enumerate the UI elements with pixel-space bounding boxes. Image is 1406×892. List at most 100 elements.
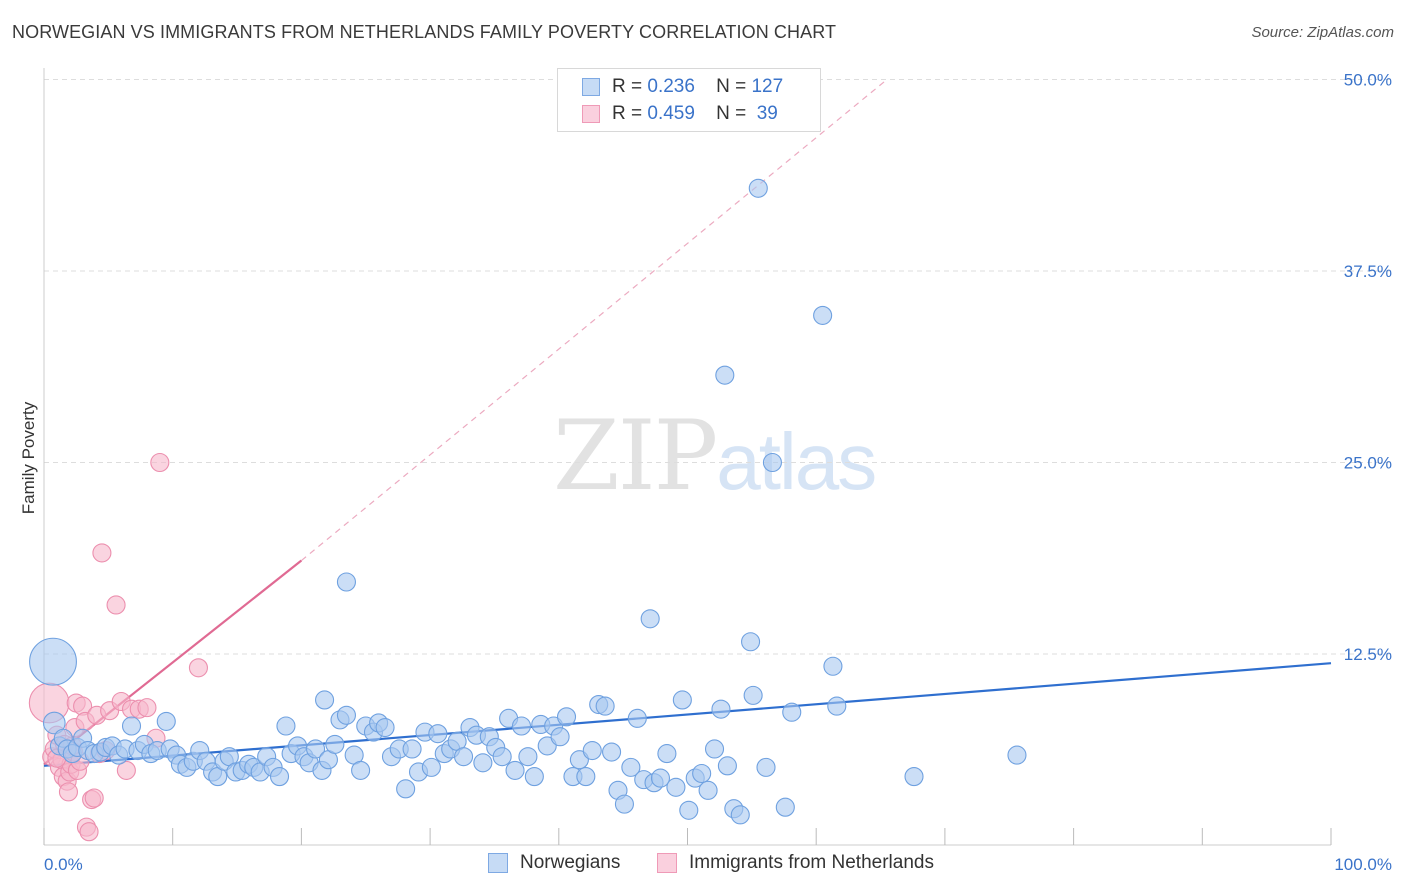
data-point-norwegians xyxy=(351,760,371,780)
data-point-norwegians xyxy=(627,708,647,728)
x-tick-label: 0.0% xyxy=(44,855,83,874)
data-point-norwegians xyxy=(741,632,761,652)
data-point-norwegians xyxy=(692,763,712,784)
data-point-norwegians xyxy=(666,777,686,797)
data-point-norwegians xyxy=(537,736,557,756)
y-tick-label: 50.0% xyxy=(1344,71,1392,90)
data-point-norwegians xyxy=(1007,745,1027,765)
data-point-norwegians xyxy=(306,739,326,759)
data-point-norwegians xyxy=(743,685,763,705)
data-point-norwegians xyxy=(325,734,345,754)
data-point-norwegians xyxy=(550,727,570,747)
data-point-norwegians xyxy=(556,707,577,727)
data-point-norwegians xyxy=(698,780,718,800)
data-point-norwegians xyxy=(650,768,671,788)
legend-label-immigrants: Immigrants from Netherlands xyxy=(689,852,934,873)
legend-item-immigrants[interactable]: Immigrants from Netherlands xyxy=(657,852,934,874)
data-point-norwegians xyxy=(421,757,441,777)
chart-title: NORWEGIAN VS IMMIGRANTS FROM NETHERLANDS… xyxy=(12,22,837,42)
data-point-norwegians xyxy=(269,767,290,787)
y-tick-label: 12.5% xyxy=(1344,645,1392,664)
data-point-immigrants xyxy=(150,452,170,473)
data-point-norwegians xyxy=(569,750,589,770)
tick-labels: 12.5% 25.0% 37.5% 50.0% 0.0% 100.0% xyxy=(44,71,1392,875)
data-point-norwegians xyxy=(679,800,699,820)
data-point-norwegians xyxy=(823,656,843,676)
data-point-norwegians xyxy=(748,178,768,198)
data-point-norwegians xyxy=(904,767,924,787)
legend-n-label: N = xyxy=(716,103,747,124)
data-point-immigrants xyxy=(116,760,136,780)
data-point-norwegians xyxy=(782,702,802,722)
data-point-norwegians xyxy=(730,805,750,825)
legend-swatch-immigrants xyxy=(657,853,677,873)
data-point-norwegians xyxy=(276,716,296,736)
data-point-norwegians xyxy=(657,744,677,764)
source-credit: Source: ZipAtlas.com xyxy=(1251,24,1394,41)
y-tick-label: 25.0% xyxy=(1344,454,1392,473)
data-point-norwegians xyxy=(711,699,731,719)
data-point-immigrants xyxy=(188,658,208,678)
data-point-immigrants xyxy=(106,595,126,615)
data-point-norwegians xyxy=(672,690,692,710)
y-tick-label: 37.5% xyxy=(1344,262,1392,281)
trend-line-norwegians xyxy=(43,662,1332,767)
legend-r-label: R = xyxy=(612,103,643,124)
watermark-zip: ZIP xyxy=(553,400,718,512)
data-point-norwegians xyxy=(595,696,615,716)
data-point-norwegians xyxy=(396,779,416,799)
legend-n-value: 39 xyxy=(751,103,778,124)
trend-extension-immigrants xyxy=(301,79,888,562)
data-point-norwegians xyxy=(614,794,634,814)
legend-n-value: 127 xyxy=(751,76,784,97)
data-point-norwegians xyxy=(336,705,356,725)
data-point-norwegians xyxy=(704,739,725,759)
watermark: ZIPatlas xyxy=(553,400,877,512)
series-norwegians-points xyxy=(29,178,1027,825)
legend-row-immigrants: R = 0.459 N = 39 xyxy=(582,103,778,125)
data-point-norwegians xyxy=(715,365,735,385)
data-point-norwegians xyxy=(42,711,66,735)
trend-lines xyxy=(43,79,1332,767)
data-point-norwegians xyxy=(121,716,142,736)
legend-r-label: R = xyxy=(612,76,643,97)
data-point-immigrants xyxy=(58,782,79,802)
data-point-norwegians xyxy=(518,747,538,767)
legend-item-norwegians[interactable]: Norwegians xyxy=(488,852,620,874)
gridlines xyxy=(44,79,1392,655)
legend-r-value: 0.236 xyxy=(647,76,695,97)
data-point-norwegians xyxy=(582,740,602,761)
legend-n-label: N = xyxy=(716,76,747,97)
data-point-norwegians xyxy=(454,747,474,767)
x-tick-label: 100.0% xyxy=(1334,855,1392,874)
watermark-atlas: atlas xyxy=(716,417,877,506)
data-point-norwegians xyxy=(813,305,833,325)
data-point-norwegians xyxy=(156,711,176,731)
data-point-norwegians xyxy=(762,452,782,473)
legend-label-norwegians: Norwegians xyxy=(520,852,621,873)
data-point-norwegians xyxy=(756,757,776,777)
axes xyxy=(43,68,1332,846)
data-point-norwegians xyxy=(375,717,395,738)
legend-r-value: 0.459 xyxy=(647,103,695,124)
legend-swatch-pink xyxy=(582,105,600,123)
series-legend: Norwegians Immigrants from Netherlands xyxy=(0,852,1406,878)
legend-swatch-blue xyxy=(582,78,600,96)
legend-row-norwegians: R = 0.236 N = 127 xyxy=(582,76,783,98)
data-point-norwegians xyxy=(775,797,795,817)
data-point-norwegians xyxy=(602,742,622,762)
data-point-immigrants xyxy=(79,822,99,842)
data-point-norwegians xyxy=(29,637,77,686)
legend-swatch-norwegians xyxy=(488,853,508,873)
data-point-norwegians xyxy=(473,753,493,773)
data-point-norwegians xyxy=(402,739,422,759)
data-point-norwegians xyxy=(621,757,641,777)
correlation-legend: R = 0.236 N = 127 R = 0.459 N = 39 xyxy=(557,68,821,132)
data-point-norwegians xyxy=(576,767,596,787)
data-point-norwegians xyxy=(492,747,512,767)
data-point-norwegians xyxy=(505,760,525,780)
data-point-norwegians xyxy=(524,767,544,787)
data-point-norwegians xyxy=(315,690,335,710)
data-point-norwegians xyxy=(717,756,737,776)
